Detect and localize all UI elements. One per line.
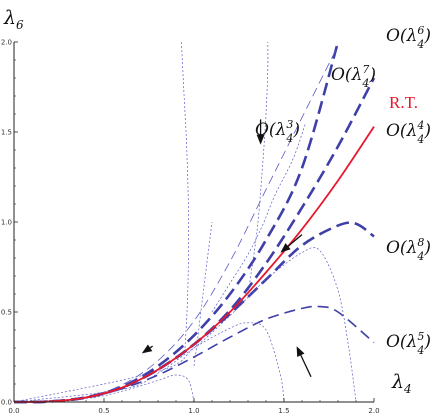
- series-line-o5: [13, 305, 375, 403]
- series-line-rt: [13, 126, 375, 403]
- annotation-o7: O(λ7 4): [331, 63, 376, 90]
- arrow-head: [296, 346, 305, 357]
- annotation-o8: O(λ8 4): [386, 236, 431, 263]
- y-tick-label: 1.0: [1, 219, 12, 227]
- y-tick-label: 1.5: [1, 129, 12, 137]
- series-line-o3e: [193, 221, 213, 367]
- series-line-o3c: [13, 246, 357, 403]
- series-line-o3a: [13, 374, 195, 403]
- y-tick-label: 0.0: [1, 399, 12, 407]
- arrow-head: [141, 344, 153, 354]
- series-line-o6: [13, 41, 340, 404]
- annotation-o3: O(λ3 4): [255, 118, 300, 145]
- x-tick-label: 1.0: [188, 407, 199, 415]
- x-tick-label: 2.0: [368, 407, 379, 415]
- series-line-o7: [13, 45, 339, 403]
- series-line-o3g: [211, 122, 306, 313]
- arrow-head: [280, 243, 291, 253]
- arrow-up: [296, 346, 312, 378]
- y-tick-label: 2.0: [1, 39, 12, 47]
- y-tick-label: 0.5: [1, 309, 12, 317]
- x-tick-label: 0.0: [8, 407, 19, 415]
- series-layer: [13, 41, 376, 404]
- arrow-shaft: [300, 354, 312, 378]
- arrow-down: [256, 119, 265, 145]
- arrow-head: [256, 134, 265, 145]
- annotation-o4: O(λ4 4): [386, 119, 431, 146]
- y-axis-label: λ6: [3, 7, 24, 32]
- arrow-thick: [141, 344, 153, 354]
- arrow-shaft: [287, 234, 303, 247]
- annotation-o5: O(λ5 4): [386, 330, 431, 357]
- series-line-o8: [13, 221, 375, 404]
- x-tick-label: 0.5: [98, 407, 109, 415]
- arrow-layer: [141, 119, 312, 378]
- x-tick-label: 1.5: [278, 407, 289, 415]
- arrow-rt: [280, 234, 303, 253]
- tick-layer: 0.0 0.5 1.0 1.5 2.0 0.0 0.5 1.0 1.5 2.0: [1, 39, 380, 416]
- annotation-o6: O(λ6 4): [386, 24, 431, 51]
- x-axis-label: λ4: [391, 371, 412, 396]
- annotation-rt: R.T.: [389, 93, 418, 112]
- series-line-o3d: [181, 41, 189, 349]
- series-line-o4: [13, 77, 376, 404]
- arrow-shaft: [149, 345, 153, 349]
- series-line-o3b: [13, 322, 285, 403]
- series-line-o3f: [247, 41, 269, 295]
